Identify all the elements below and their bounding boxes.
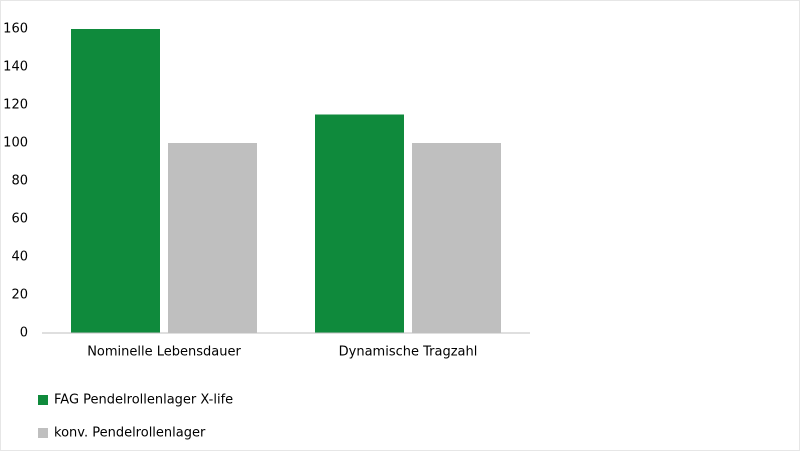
- bar: [168, 143, 257, 333]
- bar: [315, 114, 404, 333]
- y-tick-label: 20: [11, 288, 28, 303]
- legend-label: FAG Pendelrollenlager X-life: [54, 393, 233, 408]
- bar: [71, 29, 160, 333]
- bar: [412, 143, 501, 333]
- y-tick-label: 80: [11, 174, 28, 189]
- legend-swatch: [38, 395, 48, 405]
- y-tick-label: 100: [3, 136, 28, 151]
- x-tick-label: Dynamische Tragzahl: [339, 345, 478, 360]
- legend-swatch: [38, 428, 48, 438]
- y-tick-label: 140: [3, 60, 28, 75]
- y-tick-label: 120: [3, 98, 28, 113]
- y-tick-label: 60: [11, 212, 28, 227]
- y-tick-label: 40: [11, 250, 28, 265]
- y-tick-label: 160: [3, 22, 28, 37]
- legend-label: konv. Pendelrollenlager: [54, 426, 206, 441]
- y-tick-label: 0: [20, 326, 28, 341]
- x-tick-label: Nominelle Lebensdauer: [87, 345, 241, 360]
